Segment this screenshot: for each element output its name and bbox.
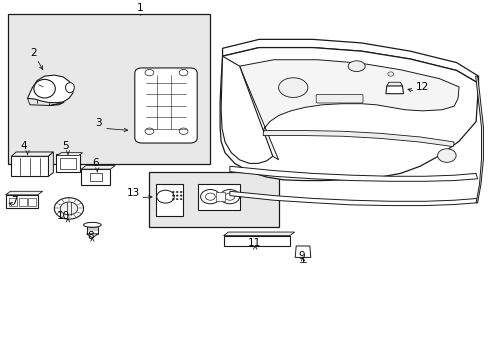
Circle shape <box>180 195 182 196</box>
Circle shape <box>205 193 215 200</box>
Ellipse shape <box>83 222 101 228</box>
FancyBboxPatch shape <box>215 192 225 201</box>
FancyBboxPatch shape <box>19 198 27 206</box>
Circle shape <box>172 195 174 196</box>
Polygon shape <box>11 152 53 156</box>
Text: 5: 5 <box>62 141 69 151</box>
Polygon shape <box>222 39 478 83</box>
Circle shape <box>145 128 154 134</box>
Circle shape <box>220 189 239 204</box>
Text: 7: 7 <box>11 196 18 206</box>
Polygon shape <box>385 86 403 94</box>
Polygon shape <box>5 195 38 208</box>
Polygon shape <box>198 184 239 210</box>
Text: 9: 9 <box>298 251 305 261</box>
Circle shape <box>176 198 178 200</box>
Text: 8: 8 <box>87 231 94 241</box>
Polygon shape <box>229 191 477 206</box>
Text: 1: 1 <box>136 3 142 13</box>
Polygon shape <box>48 152 53 176</box>
Circle shape <box>176 195 178 196</box>
Circle shape <box>180 198 182 200</box>
Polygon shape <box>239 60 458 160</box>
FancyBboxPatch shape <box>56 154 80 172</box>
Circle shape <box>145 69 154 76</box>
Text: 11: 11 <box>247 238 260 248</box>
Circle shape <box>172 191 174 193</box>
Polygon shape <box>223 232 294 235</box>
Circle shape <box>176 191 178 193</box>
Ellipse shape <box>278 78 307 98</box>
Text: 12: 12 <box>415 82 428 92</box>
Circle shape <box>179 128 187 134</box>
Polygon shape <box>5 191 42 195</box>
Polygon shape <box>27 75 73 103</box>
Polygon shape <box>221 56 272 163</box>
Ellipse shape <box>437 149 455 162</box>
Circle shape <box>60 202 78 215</box>
Circle shape <box>200 189 220 204</box>
Polygon shape <box>11 156 48 176</box>
Polygon shape <box>295 246 310 257</box>
Ellipse shape <box>347 61 365 72</box>
Text: 6: 6 <box>92 158 99 168</box>
Polygon shape <box>81 166 115 169</box>
Polygon shape <box>156 184 182 216</box>
Polygon shape <box>220 48 478 181</box>
Polygon shape <box>386 82 402 86</box>
Polygon shape <box>81 169 110 185</box>
Ellipse shape <box>65 82 74 93</box>
Circle shape <box>180 191 182 193</box>
Text: 3: 3 <box>95 118 102 128</box>
Bar <box>8 14 210 165</box>
Polygon shape <box>223 235 289 246</box>
Polygon shape <box>263 131 453 147</box>
Polygon shape <box>229 166 477 181</box>
Circle shape <box>157 190 174 203</box>
Polygon shape <box>57 153 82 156</box>
FancyBboxPatch shape <box>90 173 102 181</box>
Circle shape <box>179 69 187 76</box>
Text: 13: 13 <box>126 188 140 198</box>
Circle shape <box>224 193 234 200</box>
FancyBboxPatch shape <box>60 158 76 169</box>
Circle shape <box>387 72 393 76</box>
Ellipse shape <box>34 80 55 98</box>
Text: 2: 2 <box>30 48 37 58</box>
Polygon shape <box>86 234 98 238</box>
FancyBboxPatch shape <box>316 94 362 103</box>
FancyBboxPatch shape <box>28 198 36 206</box>
FancyBboxPatch shape <box>135 68 197 143</box>
FancyBboxPatch shape <box>9 198 17 206</box>
Circle shape <box>54 198 83 219</box>
Text: 4: 4 <box>21 141 27 151</box>
Bar <box>149 172 278 227</box>
Text: 10: 10 <box>57 211 69 221</box>
Polygon shape <box>475 76 483 203</box>
Circle shape <box>172 198 174 200</box>
